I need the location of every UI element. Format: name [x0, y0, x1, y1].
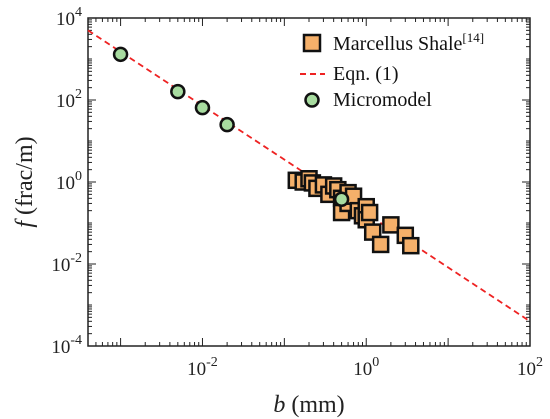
marcellus-point [382, 216, 400, 234]
micromodel-point [170, 83, 186, 100]
marcellus-point [371, 235, 390, 254]
y-tick-label: 10-2 [51, 251, 82, 276]
legend-micromodel-swatch [304, 92, 320, 108]
x-tick-label: 102 [517, 355, 543, 380]
marcellus-point [360, 203, 379, 222]
y-axis-label: f (frac/m) [12, 136, 38, 227]
marcellus-point [402, 236, 420, 255]
x-axis-label: b (mm) [273, 392, 344, 418]
legend-marcellus-label: Marcellus Shale[14] [333, 30, 484, 55]
axis-ticks [87, 18, 530, 347]
y-axis-label-unit: (frac/m) [12, 136, 38, 221]
y-tick-label: 10-4 [51, 333, 82, 358]
micromodel-point [219, 116, 235, 133]
x-tick-label: 10-2 [187, 355, 218, 380]
y-tick-label: 102 [56, 87, 82, 112]
micromodel-points-layer [112, 46, 350, 207]
micromodel-point [112, 46, 129, 63]
x-axis-label-unit: (mm) [285, 392, 344, 418]
legend-marcellus-swatch [302, 33, 322, 53]
legend: Marcellus Shale[14] Eqn. (1) Micromodel [300, 30, 484, 111]
x-tick-label: 100 [353, 355, 379, 380]
micromodel-point [333, 191, 350, 207]
marcellus-points-layer [287, 170, 420, 255]
legend-micromodel-label: Micromodel [333, 89, 432, 111]
y-tick-label: 100 [56, 169, 82, 194]
y-axis-label-symbol: f [12, 218, 38, 228]
x-axis-label-symbol: b [273, 392, 285, 418]
micromodel-point [194, 99, 211, 116]
tick-labels: 10-2 100 102 10-4 10-2 100 102 104 [51, 5, 543, 380]
legend-eqn-label: Eqn. (1) [333, 63, 399, 85]
y-tick-label: 104 [56, 5, 82, 30]
